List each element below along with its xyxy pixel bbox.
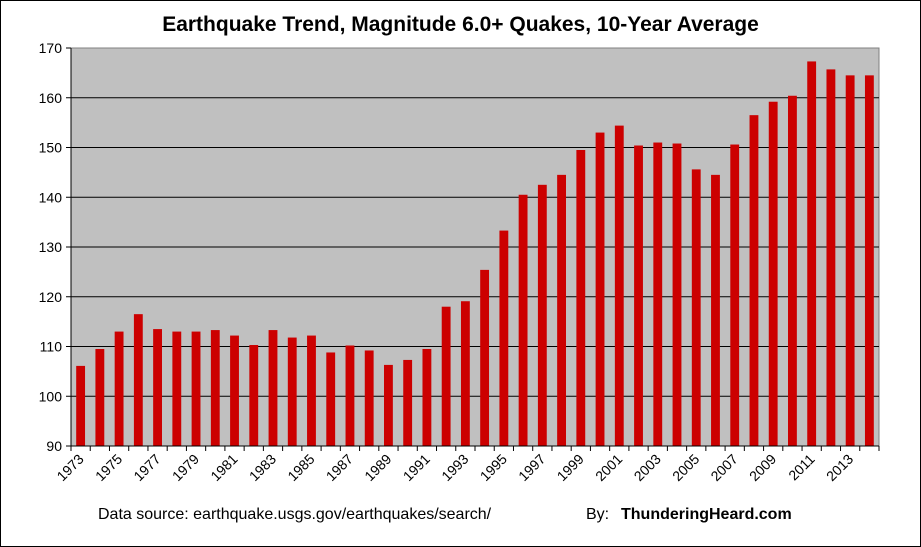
x-tick-label: 1981 — [207, 451, 240, 484]
y-tick-label: 90 — [46, 438, 62, 454]
bar-1992 — [441, 306, 451, 446]
bar-1975 — [114, 331, 124, 446]
x-tick-label: 2005 — [669, 451, 702, 484]
x-tick-label: 2007 — [707, 451, 740, 484]
bar-1986 — [326, 352, 336, 446]
bar-1985 — [307, 335, 316, 446]
x-tick-label: 1985 — [284, 451, 317, 484]
bars — [76, 61, 874, 447]
bar-2010 — [788, 95, 797, 446]
x-tick-label: 2001 — [592, 451, 625, 484]
bar-2014 — [864, 75, 874, 447]
y-tick-label: 140 — [39, 189, 63, 205]
bar-1987 — [345, 345, 355, 446]
author-credit: ThunderingHeard.com — [621, 506, 792, 523]
x-tick-label: 1999 — [554, 451, 587, 484]
bar-1978 — [172, 331, 182, 446]
x-tick-label: 2003 — [631, 451, 664, 484]
x-tick-label: 2013 — [823, 451, 856, 484]
bar-1997 — [537, 184, 547, 446]
bar-2006 — [711, 174, 720, 447]
bar-1979 — [191, 331, 201, 446]
bar-2012 — [826, 69, 836, 446]
bar-1980 — [210, 330, 220, 446]
bar-1998 — [557, 174, 566, 447]
x-tick-label: 1995 — [477, 451, 510, 484]
bar-2007 — [730, 144, 740, 446]
x-tick-label: 2009 — [746, 451, 779, 484]
bar-2002 — [634, 145, 643, 446]
bar-2013 — [845, 75, 855, 447]
by-label: By: — [586, 506, 610, 523]
x-tick-label: 1979 — [169, 451, 202, 484]
x-axis: 1973 1975 1977 1979 1981 1983 1985 1987 1989 1991… — [53, 445, 880, 484]
bar-2000 — [595, 132, 605, 446]
bar-1990 — [403, 359, 413, 446]
x-tick-label: 1977 — [130, 451, 163, 484]
y-tick-label: 170 — [39, 40, 63, 56]
bar-1993 — [460, 301, 470, 446]
bar-2003 — [653, 142, 663, 446]
bar-1995 — [499, 230, 509, 446]
bar-1994 — [480, 269, 490, 446]
x-tick-label: 1975 — [92, 451, 125, 484]
bar-1988 — [364, 350, 374, 446]
bar-2009 — [768, 101, 778, 446]
x-tick-label: 1973 — [53, 451, 86, 484]
bar-1977 — [153, 329, 162, 446]
bar-1996 — [518, 194, 528, 446]
data-source-text: Data source: earthquake.usgs.gov/earthqu… — [98, 506, 492, 523]
y-tick-label: 160 — [39, 90, 63, 106]
bar-2005 — [691, 169, 701, 446]
x-tick-label: 1997 — [515, 451, 548, 484]
chart-title: Earthquake Trend, Magnitude 6.0+ Quakes,… — [162, 13, 759, 36]
bar-2004 — [672, 143, 682, 446]
y-tick-label: 110 — [40, 339, 63, 355]
bar-2001 — [614, 125, 624, 447]
y-tick-label: 120 — [39, 289, 63, 305]
bar-1981 — [230, 335, 239, 446]
bar-1976 — [133, 314, 143, 446]
x-tick-label: 1993 — [438, 451, 471, 484]
bar-2008 — [749, 115, 759, 446]
bar-1989 — [384, 364, 393, 446]
y-tick-label: 130 — [39, 239, 63, 255]
bar-1999 — [576, 149, 586, 447]
x-tick-label: 1989 — [361, 451, 394, 484]
x-tick-label: 1983 — [246, 451, 279, 484]
y-tick-label: 150 — [39, 140, 63, 156]
x-tick-label: 1991 — [400, 451, 433, 484]
y-tick-label: 100 — [39, 388, 63, 404]
bar-1974 — [95, 348, 105, 446]
grid-lines — [71, 97, 879, 397]
bar-2011 — [807, 61, 817, 447]
bar-1983 — [268, 330, 278, 446]
x-tick-label: 2011 — [785, 451, 818, 484]
y-axis: 90 100 110 120 130 140 150 160 170 — [39, 40, 72, 454]
bar-1984 — [287, 337, 297, 446]
x-tick-label: 1987 — [323, 451, 356, 484]
bar-1973 — [76, 365, 86, 446]
bar-1991 — [422, 348, 432, 446]
bar-1982 — [249, 345, 259, 446]
